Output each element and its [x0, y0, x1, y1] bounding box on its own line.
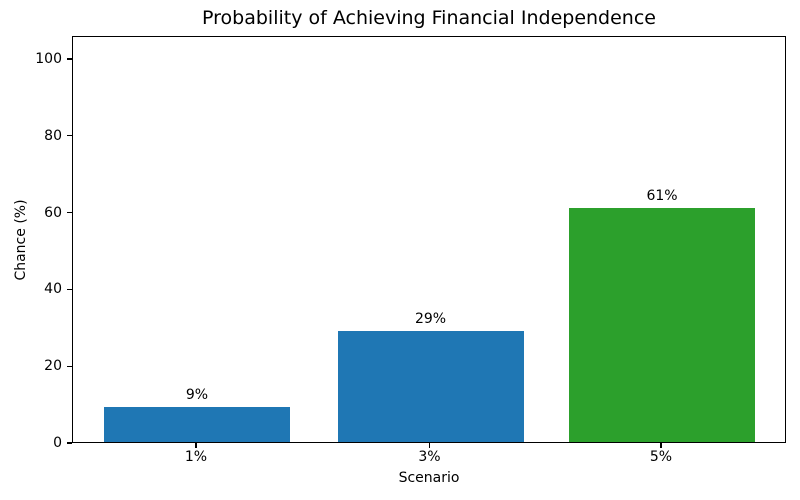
y-tick-label: 20 — [44, 358, 62, 375]
bar-3% — [337, 330, 524, 442]
y-tick-label: 80 — [44, 127, 62, 144]
y-tick-label: 0 — [53, 435, 62, 451]
bar-5% — [569, 207, 755, 442]
x-tick-label: 1% — [184, 449, 208, 465]
x-tick-label: 3% — [418, 449, 441, 465]
y-tick-mark — [67, 212, 72, 214]
y-tick-mark — [67, 58, 72, 60]
bar-value-label: 61% — [646, 187, 678, 204]
bar-1% — [104, 407, 290, 442]
y-tick-label: 40 — [44, 281, 62, 298]
plot-area: 9% 29% 61% — [72, 36, 786, 443]
x-tick-mark — [428, 443, 431, 448]
x-tick-mark — [195, 443, 197, 448]
chart-title: Probability of Achieving Financial Indep… — [202, 7, 656, 29]
x-axis-label: Scenario — [398, 470, 460, 486]
y-tick-label: 100 — [35, 51, 62, 68]
bar-value-label: 9% — [185, 387, 209, 404]
y-tick-mark — [67, 365, 72, 367]
x-tick-label: 5% — [649, 449, 673, 465]
x-tick-mark — [660, 443, 662, 448]
y-tick-mark — [67, 135, 72, 137]
bar-value-label: 29% — [414, 310, 447, 327]
y-tick-label: 60 — [44, 204, 62, 221]
y-tick-mark — [67, 442, 72, 444]
y-tick-mark — [67, 288, 72, 290]
